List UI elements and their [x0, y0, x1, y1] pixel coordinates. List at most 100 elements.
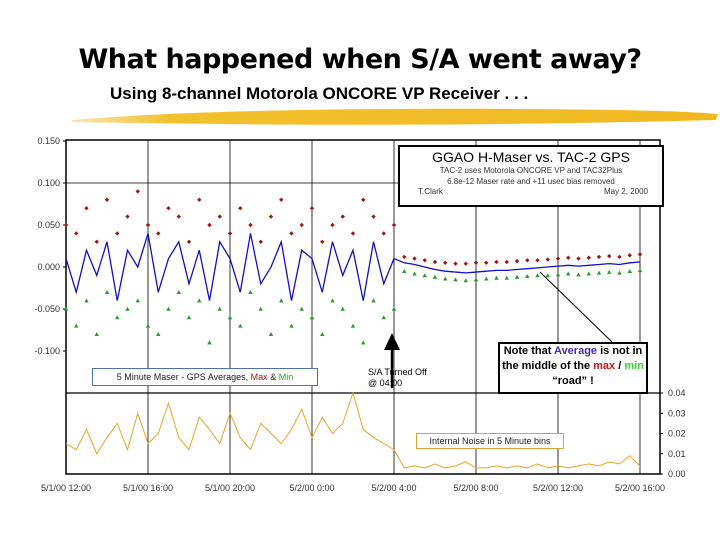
- max-point: [617, 254, 622, 260]
- max-point: [299, 222, 304, 228]
- max-point: [207, 222, 212, 228]
- min-point: [453, 277, 458, 282]
- max-point: [545, 257, 550, 262]
- legend-amp: &: [267, 372, 279, 382]
- max-point: [186, 239, 192, 244]
- x-tick-label: 5/2/00 0:00: [289, 483, 334, 493]
- min-point: [617, 270, 622, 275]
- max-point: [268, 214, 274, 219]
- x-tick-label: 5/2/00 4:00: [371, 483, 416, 493]
- max-point: [391, 222, 397, 228]
- max-point: [320, 239, 325, 244]
- y-tick-label: 0.150: [37, 136, 60, 146]
- max-point: [125, 214, 130, 219]
- max-point: [350, 231, 356, 236]
- max-point: [473, 260, 479, 265]
- max-point: [525, 258, 530, 263]
- min-point: [545, 273, 550, 278]
- x-tick-label: 5/2/00 8:00: [453, 483, 498, 493]
- note-min: min: [624, 360, 644, 372]
- sa-off-line2: @ 04:00: [368, 378, 403, 388]
- min-point: [484, 276, 489, 281]
- min-point: [115, 315, 120, 320]
- y2-tick-label: 0.01: [668, 449, 686, 459]
- min-point: [504, 275, 509, 280]
- min-point: [258, 306, 263, 311]
- max-point: [371, 214, 376, 219]
- y-tick-label: 0.050: [37, 220, 60, 230]
- callout-pointer: [539, 271, 613, 343]
- max-point: [94, 239, 99, 244]
- max-point: [432, 259, 438, 265]
- x-tick-label: 5/1/00 16:00: [123, 483, 173, 493]
- min-point: [197, 298, 202, 303]
- max-point: [330, 222, 335, 228]
- average-line: [65, 233, 641, 301]
- note-text-c: “road” !: [552, 375, 594, 387]
- note-text-a: Note that: [503, 345, 555, 357]
- min-point: [320, 332, 325, 336]
- max-point: [381, 231, 386, 236]
- y-tick-label: -0.100: [34, 346, 60, 356]
- legend-averages-label: 5 Minute Maser - GPS Averages,: [116, 372, 251, 382]
- min-point: [176, 290, 181, 294]
- max-point: [289, 231, 294, 236]
- slide-title: What happened when S/A went away?: [78, 44, 643, 75]
- min-point: [412, 271, 417, 276]
- y-tick-label: -0.050: [34, 304, 60, 314]
- min-point: [135, 298, 140, 303]
- min-point: [473, 277, 479, 282]
- min-point: [340, 306, 345, 311]
- min-point: [566, 271, 571, 276]
- y2-tick-label: 0.03: [668, 408, 686, 418]
- note-max: max: [593, 360, 616, 372]
- sa-off-annotation: S/A Turned Off @ 04:00: [368, 367, 427, 389]
- legend-averages: 5 Minute Maser - GPS Averages, Max & Min: [92, 368, 318, 386]
- max-point: [576, 256, 581, 261]
- min-point: [94, 332, 99, 336]
- average-note-callout: Note that Average is not in the middle o…: [498, 342, 648, 394]
- min-point: [555, 272, 561, 277]
- max-point: [484, 260, 489, 265]
- max-point: [494, 259, 499, 265]
- min-point: [299, 306, 304, 311]
- min-point: [74, 323, 79, 328]
- x-tick-label: 5/2/00 12:00: [533, 483, 583, 493]
- max-point: [238, 206, 243, 211]
- min-point: [637, 268, 643, 273]
- min-point: [279, 298, 284, 303]
- max-point: [453, 261, 458, 266]
- max-point: [115, 231, 120, 236]
- max-point: [535, 258, 540, 263]
- chart-date: May 2, 2000: [603, 187, 648, 196]
- min-point: [166, 306, 171, 311]
- chart-author: T.Clark: [418, 187, 443, 196]
- max-point: [176, 214, 181, 219]
- note-text-b: is not in the middle of the: [502, 345, 643, 372]
- max-point: [555, 256, 561, 261]
- max-point: [156, 231, 161, 236]
- min-point: [63, 306, 69, 311]
- legend-max-label: Max: [250, 372, 268, 382]
- max-point: [514, 258, 520, 264]
- y2-tick-label: 0.00: [668, 469, 686, 479]
- max-point: [248, 222, 253, 228]
- slide-subtitle: Using 8-channel Motorola ONCORE VP Recei…: [110, 84, 529, 103]
- max-point: [596, 254, 602, 260]
- max-point: [74, 231, 79, 236]
- max-point: [340, 214, 345, 219]
- max-point: [217, 214, 222, 219]
- y2-tick-label: 0.04: [668, 388, 686, 398]
- max-point: [135, 189, 140, 194]
- min-point: [576, 272, 581, 277]
- min-point: [289, 323, 294, 328]
- min-point: [361, 340, 366, 345]
- min-point: [125, 306, 130, 311]
- max-point: [627, 253, 632, 258]
- min-point: [309, 315, 315, 320]
- min-point: [238, 323, 243, 328]
- max-point: [402, 254, 407, 260]
- max-point: [566, 255, 571, 260]
- chart-note-line1: TAC-2 uses Motorola ONCORE VP and TAC32P…: [439, 166, 623, 175]
